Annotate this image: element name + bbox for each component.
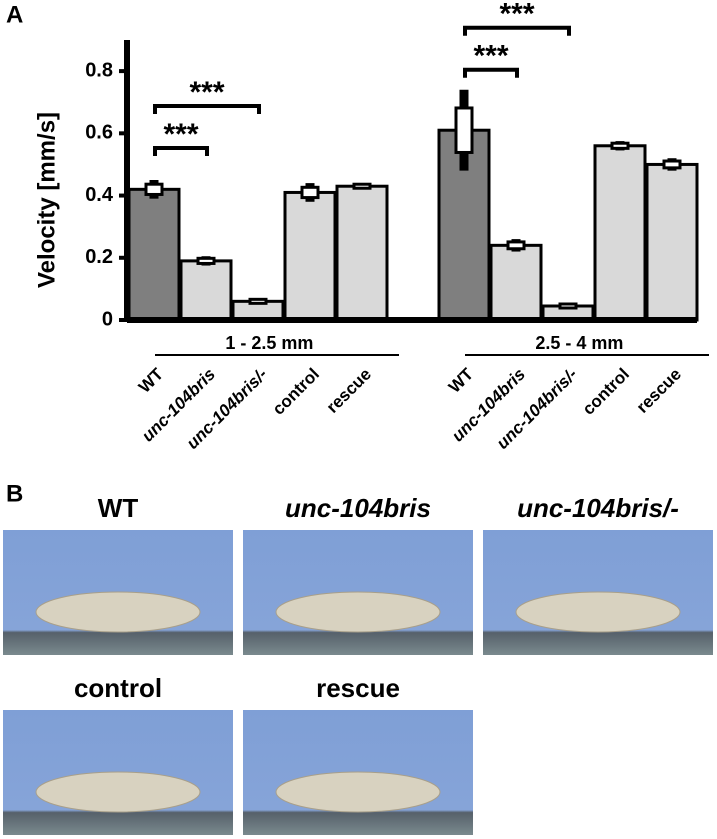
bar bbox=[489, 243, 543, 322]
error-box bbox=[144, 182, 164, 196]
significance-label: *** bbox=[499, 0, 534, 31]
y-axis-title: Velocity [mm/s] bbox=[33, 112, 60, 288]
error-box bbox=[196, 256, 216, 265]
error-box bbox=[300, 185, 320, 200]
x-tick-label: WT bbox=[445, 364, 478, 397]
bar bbox=[283, 190, 337, 322]
photo-caption: WT bbox=[98, 493, 139, 523]
significance-label: *** bbox=[189, 76, 224, 109]
bar bbox=[179, 259, 233, 322]
photo-caption: unc-104bris bbox=[285, 493, 431, 523]
panel-label: A bbox=[6, 1, 23, 28]
error-box bbox=[506, 240, 526, 251]
bar bbox=[645, 162, 699, 322]
x-tick-label: WT bbox=[135, 364, 168, 397]
y-tick-label: 0 bbox=[102, 308, 113, 330]
bar bbox=[127, 187, 181, 322]
significance-label: *** bbox=[473, 40, 508, 73]
error-box bbox=[610, 141, 630, 150]
y-tick-label: 0.6 bbox=[85, 122, 113, 144]
photo-caption: unc-104bris/- bbox=[517, 493, 679, 523]
significance-bracket bbox=[153, 104, 261, 114]
panel-label: B bbox=[6, 480, 23, 507]
bar bbox=[335, 184, 389, 322]
error-box bbox=[558, 302, 578, 310]
x-tick-label: rescue bbox=[633, 365, 685, 417]
group-label: 1 - 2.5 mm bbox=[225, 333, 313, 353]
x-tick-label: control bbox=[579, 365, 633, 419]
larva bbox=[35, 771, 201, 813]
significance-bracket bbox=[463, 67, 519, 78]
y-tick-label: 0.4 bbox=[85, 184, 114, 206]
larva bbox=[275, 591, 441, 633]
y-tick-label: 0.8 bbox=[85, 59, 113, 81]
significance-bracket bbox=[153, 146, 209, 156]
significance-label: *** bbox=[163, 118, 198, 151]
error-box bbox=[454, 106, 474, 154]
x-tick-label: rescue bbox=[323, 365, 375, 417]
larva bbox=[275, 771, 441, 813]
photo-caption: rescue bbox=[316, 673, 400, 703]
error-box bbox=[352, 182, 372, 190]
y-tick-label: 0.2 bbox=[85, 246, 113, 268]
larva bbox=[35, 591, 201, 633]
error-box bbox=[248, 297, 268, 305]
x-tick-label: control bbox=[269, 365, 323, 419]
bar bbox=[593, 144, 647, 322]
larva bbox=[515, 591, 681, 633]
error-box bbox=[662, 159, 682, 170]
group-label: 2.5 - 4 mm bbox=[535, 333, 623, 353]
photo-caption: control bbox=[74, 673, 162, 703]
significance-bracket bbox=[463, 25, 571, 36]
